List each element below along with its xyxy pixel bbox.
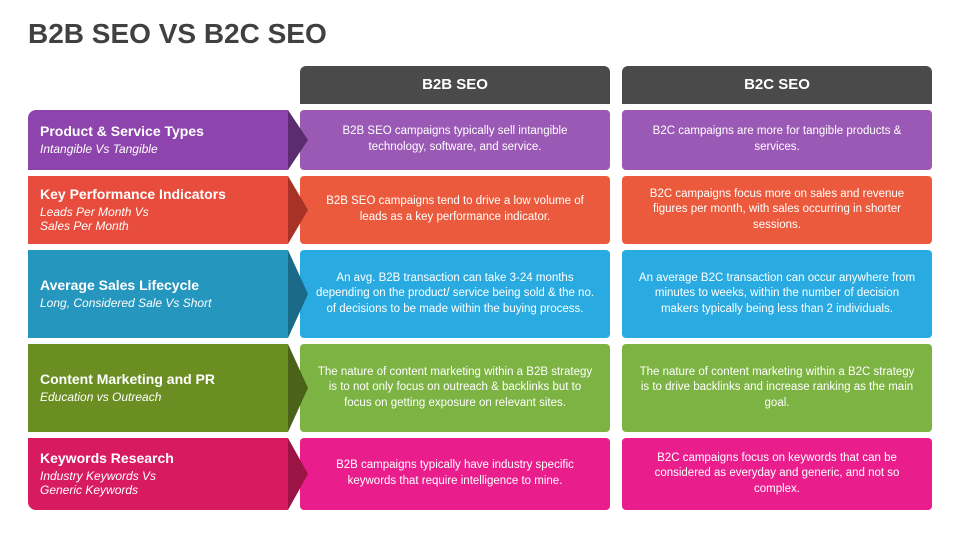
arrow-icon xyxy=(288,438,308,510)
row-subheading: Industry Keywords Vs Generic Keywords xyxy=(40,469,266,498)
row-label: Keywords Research Industry Keywords Vs Ge… xyxy=(28,438,288,510)
cell-b2c: B2C campaigns are more for tangible prod… xyxy=(622,110,932,170)
row-subheading: Education vs Outreach xyxy=(40,390,266,404)
cell-b2b: B2B campaigns typically have industry sp… xyxy=(300,438,610,510)
cell-b2b: B2B SEO campaigns tend to drive a low vo… xyxy=(300,176,610,244)
column-header: B2B SEO xyxy=(300,66,610,104)
row-heading: Average Sales Lifecycle xyxy=(40,277,266,294)
cell-b2b: B2B SEO campaigns typically sell intangi… xyxy=(300,110,610,170)
arrow-icon xyxy=(288,176,308,244)
page-title: B2B SEO VS B2C SEO xyxy=(28,18,932,50)
row-subheading: Leads Per Month Vs Sales Per Month xyxy=(40,205,266,234)
row-heading: Content Marketing and PR xyxy=(40,371,266,388)
row-heading: Product & Service Types xyxy=(40,123,266,140)
row-heading: Keywords Research xyxy=(40,450,266,467)
cell-b2c: B2C campaigns focus on keywords that can… xyxy=(622,438,932,510)
arrow-icon xyxy=(288,110,308,170)
cell-b2b: The nature of content marketing within a… xyxy=(300,344,610,432)
cell-b2c: An average B2C transaction can occur any… xyxy=(622,250,932,338)
row-label: Average Sales Lifecycle Long, Considered… xyxy=(28,250,288,338)
row-subheading: Intangible Vs Tangible xyxy=(40,142,266,156)
row-heading: Key Performance Indicators xyxy=(40,186,266,203)
row-subheading: Long, Considered Sale Vs Short xyxy=(40,296,266,310)
row-label: Content Marketing and PR Education vs Out… xyxy=(28,344,288,432)
cell-b2c: B2C campaigns focus more on sales and re… xyxy=(622,176,932,244)
arrow-icon xyxy=(288,344,308,432)
comparison-grid: B2B SEO B2C SEO Product & Service Types Int… xyxy=(28,66,932,510)
cell-b2c: The nature of content marketing within a… xyxy=(622,344,932,432)
cell-b2b: An avg. B2B transaction can take 3-24 mo… xyxy=(300,250,610,338)
arrow-icon xyxy=(288,250,308,338)
row-label: Key Performance Indicators Leads Per Mont… xyxy=(28,176,288,244)
column-header: B2C SEO xyxy=(622,66,932,104)
header-spacer xyxy=(28,66,288,104)
row-label: Product & Service Types Intangible Vs Tan… xyxy=(28,110,288,170)
